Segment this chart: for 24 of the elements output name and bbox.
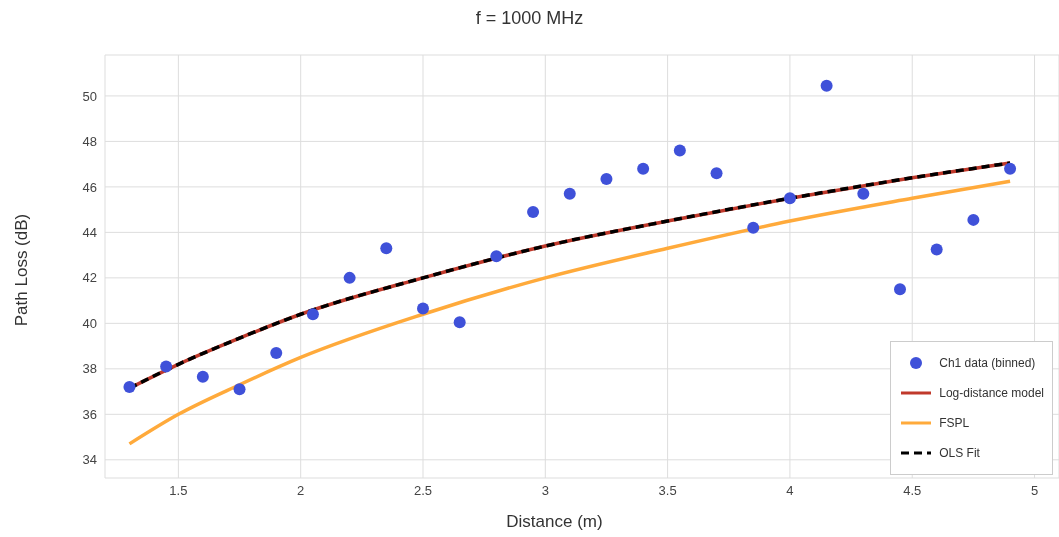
x-tick-label: 2 [297, 483, 305, 499]
x-axis-title: Distance (m) [505, 512, 604, 532]
x-tick-label: 5 [1030, 483, 1039, 499]
legend-label: OLS Fit [939, 446, 980, 460]
x-tick-label: 3.5 [658, 483, 677, 499]
y-tick-label: 42 [82, 270, 97, 286]
y-tick-label: 44 [82, 225, 97, 240]
x-tick-label: 3 [541, 483, 549, 499]
y-axis-title: Path Loss (dB) [12, 213, 32, 327]
chart-title: f = 1000 MHz [474, 8, 585, 29]
y-tick-label: 40 [82, 315, 97, 331]
legend-label: Log-distance model [939, 386, 1044, 400]
x-tick-label: 1.5 [169, 483, 188, 499]
legend-label: FSPL [939, 416, 970, 430]
y-tick-label: 48 [82, 134, 97, 150]
y-tick-label: 36 [82, 406, 97, 422]
y-tick-label: 38 [82, 361, 97, 377]
y-tick-label: 34 [82, 452, 97, 468]
x-tick-label: 4.5 [903, 483, 922, 499]
x-tick-label: 4 [786, 483, 794, 499]
y-tick-label: 50 [82, 88, 97, 104]
y-tick-label: 46 [82, 179, 97, 195]
x-tick-label: 2.5 [413, 483, 433, 499]
legend-label: Ch1 data (binned) [939, 356, 1036, 370]
